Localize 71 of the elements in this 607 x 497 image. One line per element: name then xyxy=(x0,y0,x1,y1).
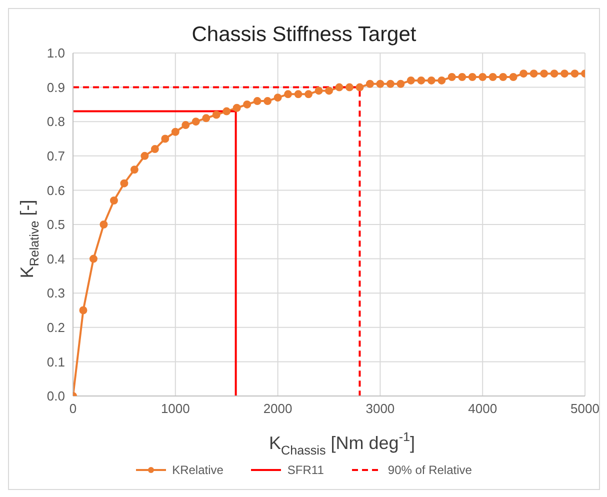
point xyxy=(386,80,394,88)
x-tick-label: 2000 xyxy=(263,401,292,416)
legend-label: KRelative xyxy=(171,463,224,477)
point xyxy=(335,83,344,92)
point xyxy=(150,145,159,154)
point xyxy=(468,73,476,82)
point xyxy=(202,114,210,122)
y-tick-label: 0.5 xyxy=(46,217,65,232)
point xyxy=(458,73,466,82)
y-tick-label: 0.6 xyxy=(46,182,65,198)
point xyxy=(540,70,548,78)
point xyxy=(161,134,170,143)
x-tick-label: 1000 xyxy=(160,401,190,416)
y-tick-label: 0.3 xyxy=(46,286,65,301)
point xyxy=(550,70,558,78)
point xyxy=(366,80,374,88)
x-axis-title: K$_{Chassis}$ [Nm deg$^{-1}$] xyxy=(268,430,416,458)
point xyxy=(499,73,508,82)
point xyxy=(140,152,149,160)
x-tick-label: 3000 xyxy=(366,401,395,416)
point xyxy=(427,76,436,84)
point xyxy=(232,104,241,112)
point xyxy=(89,254,98,263)
y-tick-label: 0.2 xyxy=(46,320,65,336)
point xyxy=(304,90,313,98)
point xyxy=(274,94,282,102)
point xyxy=(345,83,354,92)
point xyxy=(448,73,456,82)
y-tick-label: 0.7 xyxy=(46,148,65,164)
point xyxy=(192,118,200,126)
point xyxy=(406,76,415,84)
point xyxy=(438,76,446,84)
point xyxy=(110,196,118,204)
point xyxy=(222,107,231,116)
y-tick-label: 1.0 xyxy=(46,46,65,61)
point xyxy=(570,70,579,78)
point xyxy=(253,97,262,106)
point xyxy=(488,73,497,82)
y-tick-label: 0.9 xyxy=(46,80,65,95)
point xyxy=(264,97,272,106)
point xyxy=(560,70,569,78)
y-tick-label: 0.8 xyxy=(46,114,65,130)
chart-title: Chassis Stiffness Target xyxy=(190,23,418,47)
point xyxy=(356,83,364,92)
point xyxy=(325,86,333,95)
point xyxy=(478,73,487,82)
point xyxy=(100,220,108,228)
point xyxy=(120,179,128,188)
x-tick-label: 5000 xyxy=(570,401,600,416)
x-tick-label: 4000 xyxy=(468,401,498,416)
point xyxy=(130,166,138,174)
y-tick-label: 0.1 xyxy=(46,354,65,370)
x-tick-label: 0 xyxy=(69,401,77,416)
point xyxy=(417,76,426,84)
point xyxy=(294,90,302,98)
legend-label: SFR11 xyxy=(286,463,324,477)
point xyxy=(284,90,292,98)
point xyxy=(314,86,323,95)
point xyxy=(520,70,528,78)
point xyxy=(530,70,538,78)
point xyxy=(182,121,190,130)
legend-label: 90% of Relative xyxy=(386,463,472,477)
y-tick-label: 0.0 xyxy=(46,388,65,404)
point xyxy=(509,73,518,82)
point xyxy=(212,110,220,119)
point xyxy=(79,306,88,314)
point xyxy=(171,128,180,136)
y-tick-label: 0.4 xyxy=(46,251,65,266)
point xyxy=(376,80,384,88)
point xyxy=(396,80,405,88)
point xyxy=(243,100,252,108)
